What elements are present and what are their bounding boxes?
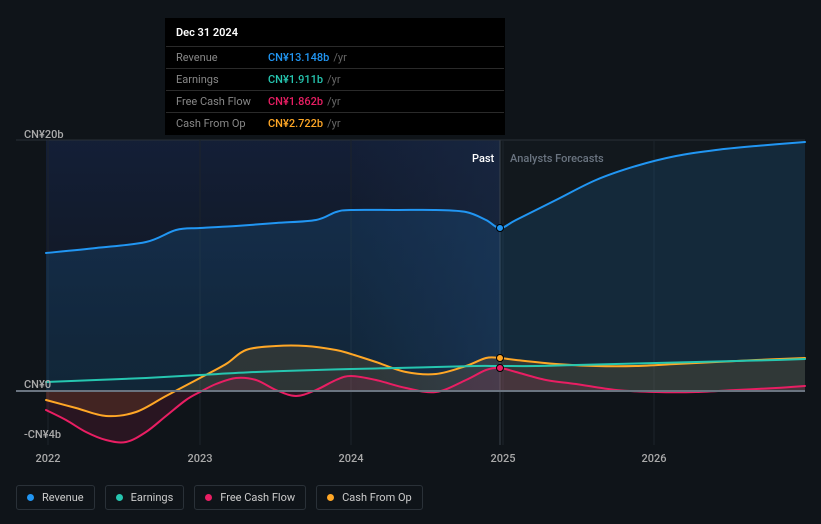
legend-item[interactable]: Revenue [16, 485, 95, 510]
series-marker [496, 354, 504, 362]
tooltip-value: CN¥1.911b [268, 73, 323, 86]
tooltip-row: Free Cash FlowCN¥1.862b/yr [166, 91, 504, 113]
tooltip-unit: /yr [333, 51, 346, 64]
x-label: 2024 [338, 452, 363, 465]
legend-dot [327, 494, 334, 501]
tooltip-row: Cash From OpCN¥2.722b/yr [166, 113, 504, 134]
chart-svg [16, 120, 805, 465]
tooltip-value: CN¥1.862b [268, 95, 323, 108]
legend-item[interactable]: Earnings [105, 485, 185, 510]
tooltip-unit: /yr [327, 117, 340, 130]
legend-item[interactable]: Free Cash Flow [194, 485, 306, 510]
tooltip-unit: /yr [327, 95, 340, 108]
tooltip-value: CN¥2.722b [268, 117, 323, 130]
tooltip-label: Revenue [176, 51, 268, 64]
x-label: 2026 [641, 452, 666, 465]
tooltip-row: EarningsCN¥1.911b/yr [166, 69, 504, 91]
x-label: 2022 [35, 452, 60, 465]
legend-label: Cash From Op [342, 491, 412, 504]
legend-dot [27, 494, 34, 501]
legend-label: Free Cash Flow [220, 491, 295, 504]
tooltip-date: Dec 31 2024 [166, 19, 504, 47]
tooltip-label: Cash From Op [176, 117, 268, 130]
legend-label: Revenue [42, 491, 84, 504]
y-label: CN¥0 [24, 378, 51, 391]
tooltip-rows: RevenueCN¥13.148b/yrEarningsCN¥1.911b/yr… [166, 47, 504, 134]
x-label: 2023 [187, 452, 212, 465]
zero-baseline [16, 390, 805, 392]
y-label: -CN¥4b [24, 428, 61, 441]
x-label: 2025 [490, 452, 515, 465]
chart: CN¥20bCN¥0-CN¥4b 20222023202420252026 Pa… [16, 120, 805, 445]
tooltip-row: RevenueCN¥13.148b/yr [166, 47, 504, 69]
tooltip-label: Earnings [176, 73, 268, 86]
legend-dot [116, 494, 123, 501]
series-marker [496, 224, 504, 232]
legend-dot [205, 494, 212, 501]
legend-label: Earnings [131, 491, 174, 504]
past-label: Past [472, 152, 494, 165]
legend: Revenue Earnings Free Cash Flow Cash From O… [16, 485, 423, 510]
chart-tooltip: Dec 31 2024 RevenueCN¥13.148b/yrEarnings… [165, 18, 505, 135]
tooltip-value: CN¥13.148b [268, 51, 329, 64]
forecast-label: Analysts Forecasts [510, 152, 604, 165]
tooltip-unit: /yr [327, 73, 340, 86]
y-label: CN¥20b [24, 128, 64, 141]
legend-item[interactable]: Cash From Op [316, 485, 423, 510]
tooltip-label: Free Cash Flow [176, 95, 268, 108]
series-marker [496, 364, 504, 372]
